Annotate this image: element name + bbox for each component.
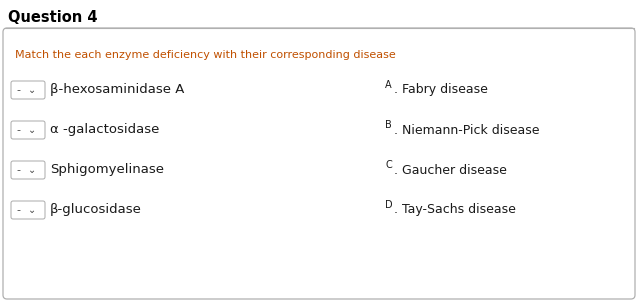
Text: -: -	[16, 85, 20, 95]
Text: Question 4: Question 4	[8, 10, 98, 25]
Text: . Gaucher disease: . Gaucher disease	[394, 163, 507, 176]
Text: C: C	[385, 160, 392, 170]
Text: -: -	[16, 165, 20, 175]
Text: ⌄: ⌄	[28, 125, 36, 135]
Text: Sphigomyelinase: Sphigomyelinase	[50, 163, 164, 176]
Text: A: A	[385, 80, 392, 90]
Text: β-glucosidase: β-glucosidase	[50, 204, 142, 217]
Text: ⌄: ⌄	[28, 205, 36, 215]
Text: β-hexosaminidase A: β-hexosaminidase A	[50, 83, 185, 97]
FancyBboxPatch shape	[11, 161, 45, 179]
Text: -: -	[16, 125, 20, 135]
Text: α -galactosidase: α -galactosidase	[50, 124, 159, 137]
Text: D: D	[385, 200, 392, 210]
Text: . Fabry disease: . Fabry disease	[394, 83, 488, 97]
Text: . Tay-Sachs disease: . Tay-Sachs disease	[394, 204, 516, 217]
FancyBboxPatch shape	[11, 201, 45, 219]
Text: B: B	[385, 120, 392, 130]
Text: ⌄: ⌄	[28, 85, 36, 95]
FancyBboxPatch shape	[11, 81, 45, 99]
Text: ⌄: ⌄	[28, 165, 36, 175]
FancyBboxPatch shape	[11, 121, 45, 139]
Text: Match the each enzyme deficiency with their corresponding disease: Match the each enzyme deficiency with th…	[15, 50, 396, 60]
Text: -: -	[16, 205, 20, 215]
Text: . Niemann-Pick disease: . Niemann-Pick disease	[394, 124, 539, 137]
FancyBboxPatch shape	[3, 28, 635, 299]
